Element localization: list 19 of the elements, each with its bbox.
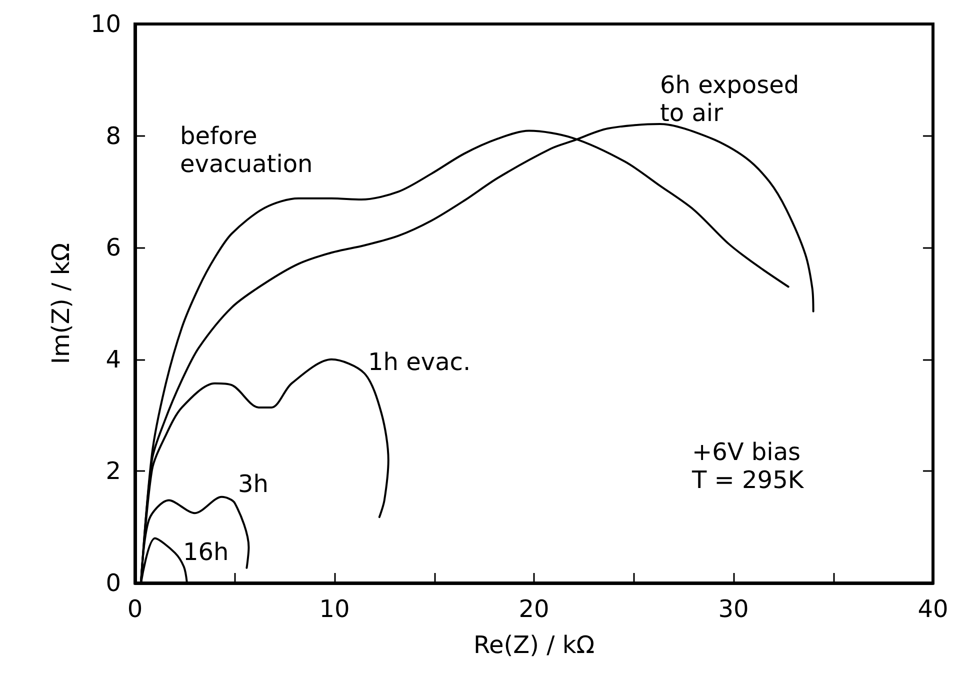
- y-tick-label: 2: [106, 457, 121, 486]
- y-tick-label: 0: [106, 569, 121, 597]
- x-tick-label: 20: [518, 595, 550, 623]
- series-label: 16h: [183, 538, 229, 566]
- x-tick-label: 40: [918, 595, 948, 623]
- annotation: +6V bias T = 295K: [691, 438, 805, 494]
- y-tick-label: 6: [106, 234, 121, 262]
- x-tick-label: 10: [319, 595, 350, 623]
- y-axis-title: Im(Z) / kΩ: [47, 242, 75, 364]
- x-tick-label: 30: [718, 595, 749, 623]
- y-tick-label: 10: [90, 10, 121, 38]
- y-tick-label: 8: [106, 122, 121, 150]
- series-label: 3h: [238, 470, 268, 498]
- x-axis-title: Re(Z) / kΩ: [473, 631, 595, 659]
- series-label: before evacuation: [180, 122, 313, 178]
- series-label: 6h exposed to air: [660, 71, 800, 127]
- x-tick-label: 0: [127, 595, 143, 623]
- series-label: 1h evac.: [368, 348, 471, 376]
- y-tick-label: 4: [106, 345, 121, 374]
